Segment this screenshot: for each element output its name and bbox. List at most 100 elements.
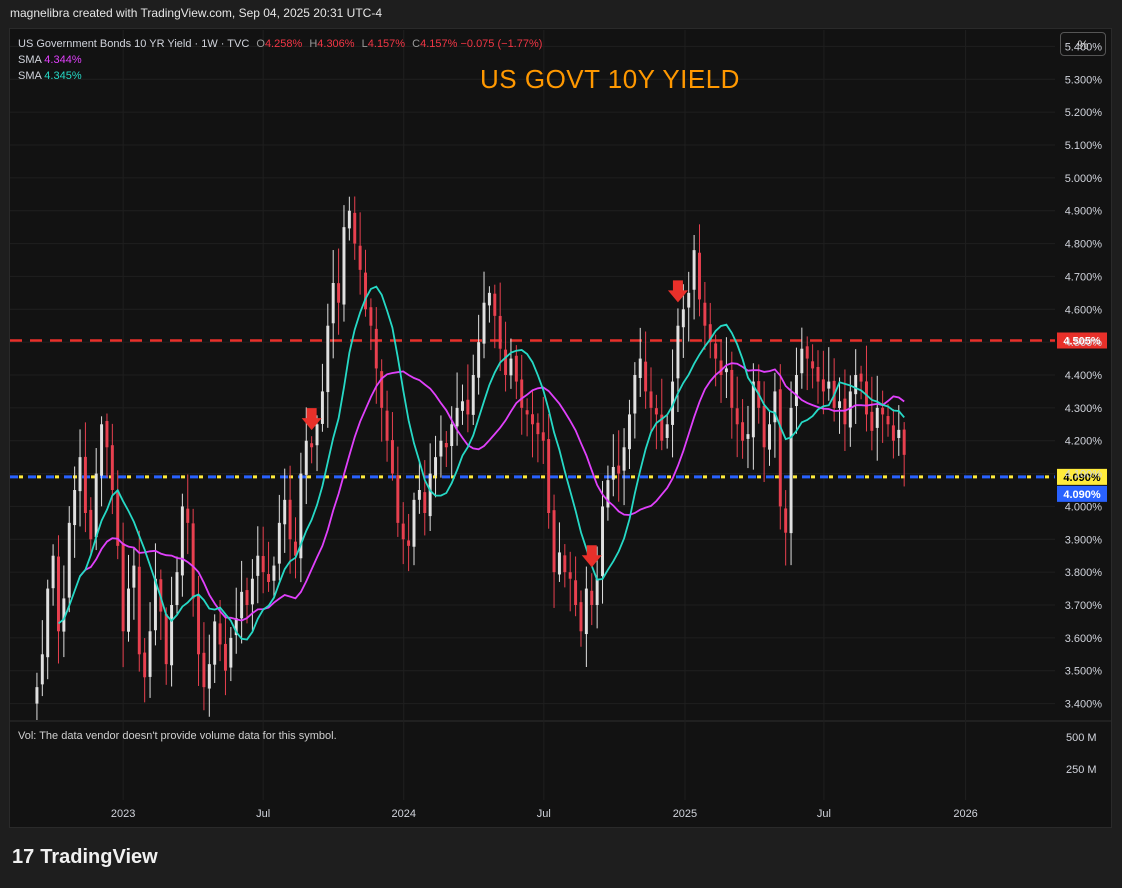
candle-body (681, 309, 685, 328)
candle-body (778, 389, 782, 507)
horizontal-levels: 4.505% 4.090% 4.090% (10, 332, 1107, 502)
high-value: 4.306% (317, 38, 355, 50)
candle-body (175, 572, 179, 606)
candle-body (827, 381, 831, 389)
candle-body (477, 342, 481, 378)
candle-body (741, 422, 745, 441)
candle-body (347, 210, 351, 229)
price-tick-label: 3.700% (1065, 600, 1103, 612)
candle-body (374, 328, 378, 369)
candle-body (859, 373, 863, 382)
candlesticks (35, 196, 906, 720)
sma2-label: SMA (18, 70, 42, 82)
candle-body (816, 366, 820, 382)
candle-body (407, 540, 411, 546)
candle-body (417, 490, 421, 500)
price-tick-label: 5.000% (1065, 173, 1103, 185)
candle-body (665, 424, 669, 438)
candle-body (256, 555, 260, 576)
candle-body (385, 410, 389, 441)
chart-panel[interactable] (9, 28, 1112, 828)
support-price-tag-blue (1057, 485, 1107, 502)
support-price-label-blue: 4.090% (1063, 489, 1101, 501)
candle-body (35, 687, 39, 704)
price-tick-label: 3.900% (1065, 534, 1103, 546)
candle-body (288, 499, 292, 540)
candle-body (89, 509, 93, 540)
price-tick-label: 4.300% (1065, 403, 1103, 415)
chart-legend: US Government Bonds 10 YR Yield · 1W · T… (18, 36, 542, 84)
price-tick-label: 3.600% (1065, 633, 1103, 645)
sma1-value: 4.344% (44, 54, 82, 66)
chart-credit: magnelibra created with TradingView.com,… (10, 6, 382, 20)
candle-body (848, 391, 852, 428)
time-tick-label: Jul (256, 808, 270, 820)
price-tick-label: 4.000% (1065, 501, 1103, 513)
candle-body (698, 252, 701, 300)
candle-body (654, 408, 658, 415)
candle-body (390, 440, 394, 474)
candle-body (735, 408, 739, 425)
candle-body (493, 293, 497, 316)
candle-body (498, 315, 502, 349)
candle-body (870, 411, 874, 431)
candle-body (864, 381, 868, 415)
time-tick-label: 2026 (953, 808, 977, 820)
legend-ohlc-row: US Government Bonds 10 YR Yield · 1W · T… (18, 36, 542, 52)
candle-body (821, 379, 825, 392)
percent-scale-button[interactable]: % (1060, 32, 1106, 56)
candle-body (875, 407, 879, 428)
candle-body (784, 508, 788, 533)
candle-body (310, 443, 314, 448)
candle-body (245, 590, 249, 605)
candle-body (504, 349, 508, 375)
candle-body (762, 405, 766, 448)
volume-tick-label: 250 M (1066, 764, 1097, 776)
candle-body (250, 578, 254, 605)
candle-body (326, 325, 330, 393)
peak-markers (301, 280, 688, 568)
time-tick-label: Jul (537, 808, 551, 820)
candle-body (444, 442, 448, 448)
candle-body (67, 522, 71, 598)
candle-body (73, 490, 77, 526)
candle-body (304, 440, 308, 475)
candle-body (202, 652, 206, 688)
candle-body (536, 422, 540, 435)
candle-body (622, 447, 626, 471)
candle-body (240, 591, 244, 619)
price-tick-label: 4.100% (1065, 469, 1103, 481)
candle-body (439, 440, 443, 457)
candle-body (94, 473, 98, 538)
candle-body (692, 250, 696, 290)
price-tick-label: 4.700% (1065, 271, 1103, 283)
candle-body (531, 414, 534, 425)
candle-body (617, 465, 621, 474)
candle-body (768, 424, 771, 450)
legend-sma2-row[interactable]: SMA 4.345% (18, 68, 542, 84)
candle-body (56, 556, 60, 632)
chart-annotation-title[interactable]: US GOVT 10Y YIELD (480, 64, 740, 94)
candle-body (703, 302, 707, 326)
symbol-name[interactable]: US Government Bonds 10 YR Yield · 1W · T… (18, 38, 250, 50)
price-tick-label: 3.800% (1065, 567, 1103, 579)
candle-body (428, 473, 432, 517)
candle-body (724, 368, 728, 373)
candle-body (730, 369, 734, 408)
candle-body (46, 588, 50, 658)
candle-body (110, 445, 114, 490)
candle-body (514, 355, 518, 382)
candle-body (714, 343, 718, 359)
candle-body (627, 414, 631, 450)
legend-sma1-row[interactable]: SMA 4.344% (18, 52, 542, 68)
candle-body (218, 623, 222, 645)
tradingview-logo[interactable]: 17 TradingView (12, 846, 158, 869)
candle-body (396, 475, 400, 523)
candle-body (342, 227, 346, 305)
candle-body (466, 399, 470, 415)
time-tick-label: 2023 (111, 808, 135, 820)
candle-body (773, 391, 777, 423)
candle-body (455, 407, 459, 427)
price-tick-label: 5.200% (1065, 107, 1103, 119)
